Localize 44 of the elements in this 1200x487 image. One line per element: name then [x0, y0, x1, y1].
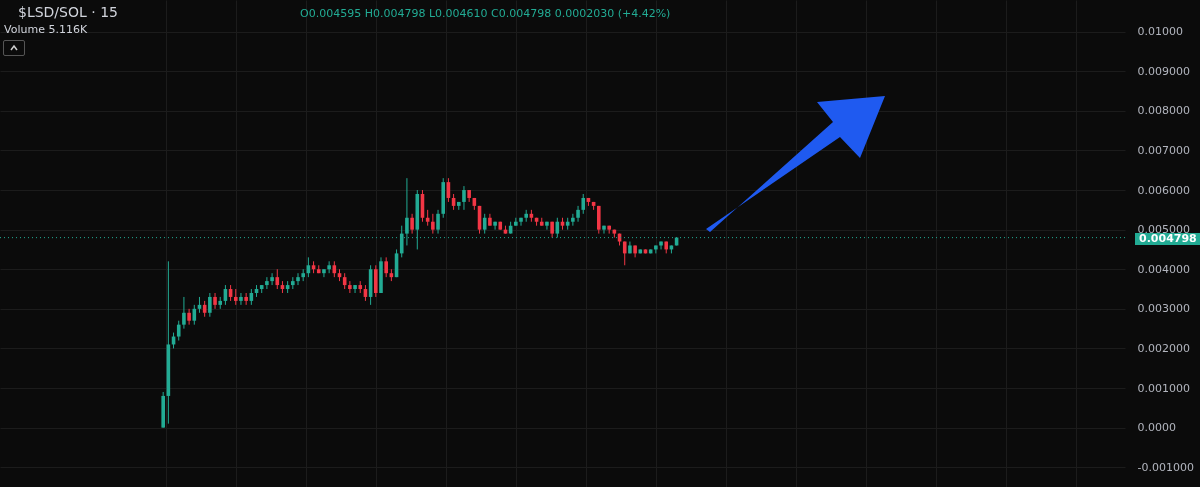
y-tick-label: 0.01000 — [1137, 25, 1183, 39]
y-tick-label: 0.004000 — [1137, 262, 1190, 276]
candlestick — [602, 225, 606, 235]
candlestick — [571, 213, 575, 227]
y-tick-label: 0.002000 — [1137, 341, 1190, 355]
candlestick — [270, 272, 274, 286]
y-tick-label: 0.009000 — [1137, 64, 1190, 78]
candlestick — [493, 221, 497, 231]
candlestick — [576, 205, 580, 223]
candlestick — [348, 280, 352, 294]
candlestick — [192, 304, 197, 326]
candlestick — [327, 260, 331, 274]
candlestick — [296, 272, 300, 286]
candlestick — [265, 276, 269, 290]
candlestick — [374, 264, 378, 298]
candlestick — [322, 268, 326, 278]
y-tick-label: 0.003000 — [1137, 302, 1190, 316]
annotation: Volume 5.116K — [4, 23, 88, 36]
candlestick — [239, 292, 243, 306]
candlestick — [431, 213, 435, 235]
candlestick — [213, 292, 217, 310]
candlestick — [597, 205, 601, 235]
candlestick — [353, 284, 357, 294]
y-tick-label: 0.008000 — [1137, 104, 1190, 118]
candlestick — [182, 296, 186, 330]
candlestick — [384, 256, 388, 278]
candlestick — [410, 213, 414, 235]
y-tick-label: -0.001000 — [1137, 460, 1194, 474]
y-tick-label: 0.001000 — [1137, 381, 1190, 395]
candlestick — [208, 292, 212, 318]
y-tick-label: 0.006000 — [1137, 183, 1190, 197]
candlestick — [187, 308, 191, 326]
y-tick-label: 0.007000 — [1137, 143, 1190, 157]
chart-title: $LSD/SOL · 15 — [18, 4, 118, 20]
candlestick — [436, 209, 440, 235]
candlestick — [176, 320, 181, 341]
candlestick — [581, 193, 586, 215]
candlestick — [519, 217, 523, 227]
candlestick — [275, 268, 280, 290]
candlestick — [462, 185, 466, 211]
candlestick — [482, 213, 487, 235]
y-tick-label: 0.0000 — [1137, 421, 1176, 435]
annotation: O0.004595 H0.004798 L0.004610 C0.004798 0.0002030 (+4.42%) — [300, 7, 671, 20]
candlestick — [545, 221, 549, 231]
